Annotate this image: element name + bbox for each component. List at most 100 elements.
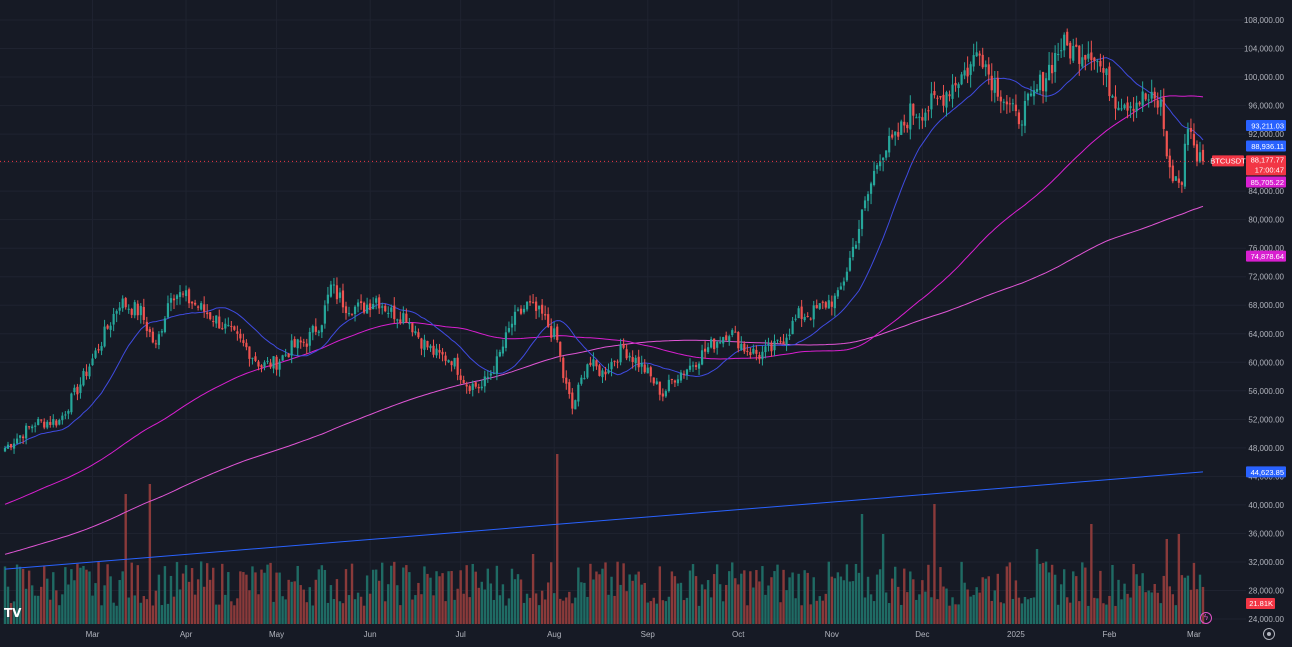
volume-bar — [420, 594, 423, 624]
volume-bar — [27, 570, 31, 624]
volume-bar — [881, 534, 885, 624]
x-tick-label: 2025 — [1007, 630, 1025, 639]
candle-body — [420, 338, 423, 349]
candle-body — [936, 97, 939, 99]
volume-bar — [239, 571, 242, 624]
volume-bar — [670, 571, 674, 624]
volume-bar — [586, 596, 589, 624]
volume-bar — [1105, 604, 1108, 624]
volume-bar — [770, 577, 773, 624]
candle-body — [1023, 100, 1027, 126]
volume-bar — [996, 573, 1000, 624]
candle-body — [743, 343, 746, 352]
candle-body — [981, 54, 984, 68]
ma-200-line — [4, 205, 1204, 555]
candle-body — [652, 377, 655, 384]
candle-body — [9, 443, 13, 448]
volume-bar — [915, 599, 918, 624]
volume-bar — [1168, 586, 1172, 624]
volume-bar — [815, 600, 818, 624]
volume-bar — [607, 594, 610, 624]
candle-body — [761, 351, 764, 360]
volume-bar — [1129, 597, 1132, 624]
candle-body — [70, 393, 73, 413]
candle-body — [1147, 99, 1150, 101]
candle-body — [49, 422, 52, 425]
candle-body — [676, 379, 680, 384]
volume-bar — [18, 566, 22, 624]
volume-bar — [196, 579, 200, 624]
volume-bar — [1041, 562, 1045, 624]
candle-body — [667, 379, 670, 392]
volume-bar — [12, 601, 16, 624]
volume-bar — [987, 576, 990, 624]
candle-body — [447, 360, 450, 363]
candle-body — [1180, 182, 1183, 185]
volume-bar — [215, 604, 218, 624]
volume-bar — [628, 574, 631, 624]
volume-bar — [55, 590, 58, 624]
candle-body — [595, 360, 598, 367]
volume-bar — [148, 484, 152, 624]
candle-body — [872, 170, 876, 185]
volume-bar — [387, 584, 390, 624]
tradingview-logo[interactable]: TV — [4, 606, 22, 620]
candle-body — [565, 377, 568, 384]
candle-body — [200, 303, 203, 310]
volume-bar — [743, 570, 746, 624]
volume-bar — [749, 571, 752, 624]
candle-body — [338, 292, 342, 298]
lightning-icon[interactable]: ϟ — [1200, 612, 1212, 624]
candle-body — [1063, 34, 1066, 51]
volume-bar — [145, 599, 149, 624]
candle-body — [1108, 66, 1111, 97]
volume-bar — [1198, 574, 1202, 624]
volume-bar — [519, 579, 523, 624]
candle-body — [139, 305, 142, 316]
candle-body — [429, 345, 432, 349]
candle-body — [426, 340, 429, 348]
candle-body — [1020, 124, 1024, 126]
volume-bar — [486, 568, 490, 624]
candle-body — [1008, 103, 1011, 105]
candle-body — [381, 306, 384, 308]
y-tick-label: 100,000.00 — [1244, 73, 1285, 82]
volume-bar — [6, 586, 10, 624]
volume-bar — [52, 572, 55, 624]
settings-icon[interactable] — [1263, 628, 1275, 640]
candle-body — [1126, 102, 1129, 111]
volume-bar — [260, 569, 263, 624]
candle-body — [655, 381, 658, 385]
candle-body — [468, 386, 471, 392]
candle-body — [622, 343, 625, 348]
volume-bar — [543, 599, 547, 624]
candle-body — [100, 346, 103, 351]
volume-bar — [91, 595, 94, 624]
candle-body — [58, 419, 61, 425]
candle-body — [362, 302, 366, 313]
volume-bar — [661, 600, 665, 624]
volume-bar — [205, 563, 209, 624]
candle-body — [1153, 91, 1156, 99]
volume-bar — [528, 597, 532, 624]
volume-bar — [230, 601, 233, 624]
volume-bar — [1005, 566, 1009, 624]
candle-body — [115, 311, 118, 314]
candle-body — [22, 436, 25, 439]
candle-body — [151, 331, 154, 343]
volume-bar — [1081, 562, 1084, 624]
volume-bar — [655, 603, 659, 624]
x-tick-label: Dec — [915, 630, 929, 639]
candle-body — [562, 357, 565, 379]
candle-body — [1198, 152, 1202, 162]
volume-bar — [1111, 564, 1114, 624]
y-tick-label: 56,000.00 — [1248, 387, 1284, 396]
volume-bar — [845, 564, 849, 624]
volume-bar — [740, 573, 743, 624]
candle-body — [510, 323, 514, 328]
volume-bar — [1011, 598, 1015, 624]
volume-bar — [577, 567, 580, 624]
candle-body — [580, 377, 583, 384]
